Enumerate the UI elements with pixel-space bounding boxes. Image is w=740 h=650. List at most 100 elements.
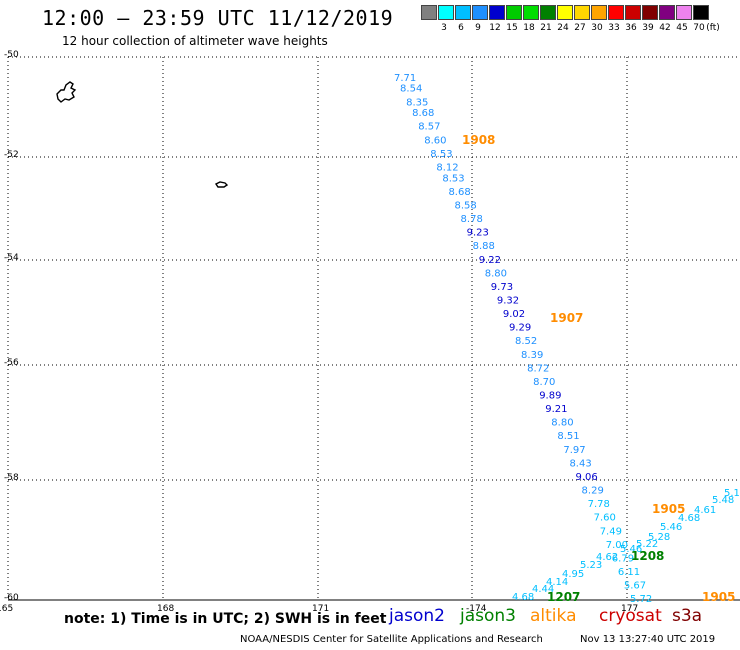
mission-jason2: jason2 — [389, 606, 445, 626]
wave-height-value: 8.80 — [551, 418, 573, 429]
scale-label: 70 — [693, 23, 705, 33]
longitude-tick-label: 177 — [621, 604, 638, 614]
wave-height-value: 5.46 — [660, 522, 682, 533]
scale-label: 42 — [659, 23, 671, 33]
scale-swatch — [642, 5, 658, 20]
footer-credit: NOAA/NESDIS Center for Satellite Applica… — [240, 634, 543, 645]
scale-swatch — [540, 5, 556, 20]
wave-height-value: 8.51 — [557, 431, 579, 442]
chart-subtitle: 12 hour collection of altimeter wave hei… — [62, 34, 328, 48]
scale-swatch — [574, 5, 590, 20]
wave-height-value: 9.06 — [576, 472, 598, 483]
wave-height-value: 7.00 — [606, 540, 628, 551]
wave-height-value: 9.22 — [479, 255, 501, 266]
longitude-tick-label: 171 — [312, 604, 329, 614]
longitude-tick-label: -174 — [466, 604, 487, 614]
wave-height-value: 4.62 — [596, 552, 618, 563]
scale-swatch — [591, 5, 607, 20]
wave-height-value: 7.78 — [588, 499, 610, 510]
scale-unit: (ft) — [706, 23, 720, 33]
wave-height-value: 4.14 — [546, 577, 568, 588]
track-time-label: 1905 — [652, 502, 685, 516]
scale-swatch — [472, 5, 488, 20]
wave-height-value: 4.68 — [512, 592, 534, 603]
footer-timestamp: Nov 13 13:27:40 UTC 2019 — [580, 634, 716, 645]
wave-height-value: 7.49 — [600, 526, 622, 537]
scale-swatch — [676, 5, 692, 20]
wave-height-value: 5.46 — [620, 544, 642, 555]
wave-height-value: 5.23 — [580, 560, 602, 571]
scale-swatch — [693, 5, 709, 20]
wave-height-value: 5.22 — [636, 539, 658, 550]
scale-label: 18 — [523, 23, 535, 33]
latitude-tick-label: -58 — [4, 473, 19, 483]
wave-height-value: 4.44 — [532, 584, 554, 595]
mission-altika: altika — [530, 606, 577, 626]
wave-height-value: 8.29 — [582, 486, 604, 497]
wave-height-value: 8.78 — [461, 214, 483, 225]
wave-height-value: 9.21 — [545, 404, 567, 415]
wave-height-value: 4.61 — [694, 505, 716, 516]
wave-height-value: 8.54 — [400, 84, 422, 95]
chart-title: 12:00 – 23:59 UTC 11/12/2019 — [42, 6, 394, 30]
track-time-label: 1207 — [547, 590, 580, 604]
wave-height-value: 8.58 — [455, 200, 477, 211]
units-note: note: 1) Time is in UTC; 2) SWH is in fe… — [64, 611, 387, 627]
wave-height-value: 8.52 — [515, 336, 537, 347]
scale-swatch — [659, 5, 675, 20]
scale-label: 45 — [676, 23, 688, 33]
scale-label: 21 — [540, 23, 552, 33]
wave-height-value: 8.35 — [406, 97, 428, 108]
track-time-label: 1905 — [702, 590, 735, 604]
scale-label: 36 — [625, 23, 637, 33]
wave-height-value: 7.97 — [563, 445, 585, 456]
wave-height-value: 9.89 — [539, 391, 561, 402]
scale-swatch — [421, 5, 437, 20]
wave-height-value: 9.32 — [497, 295, 519, 306]
latitude-tick-label: -60 — [4, 593, 19, 603]
wave-height-value: 8.80 — [485, 268, 507, 279]
wave-height-value: 8.60 — [424, 135, 446, 146]
mission-s3a: s3a — [672, 606, 703, 626]
scale-label: 15 — [506, 23, 518, 33]
scale-label: 9 — [475, 23, 481, 33]
wave-height-value: 8.57 — [418, 122, 440, 133]
wave-height-value: 9.29 — [509, 323, 531, 334]
scale-label: 39 — [642, 23, 654, 33]
wave-height-value: 9.23 — [467, 228, 489, 239]
scale-label: 27 — [574, 23, 586, 33]
wave-height-value: 8.43 — [569, 458, 591, 469]
wave-height-value: 5.72 — [630, 594, 652, 605]
wave-height-value: 8.68 — [448, 187, 470, 198]
wave-height-value: 5.48 — [712, 495, 734, 506]
wave-height-value: 6.11 — [618, 567, 640, 578]
scale-label: 3 — [441, 23, 447, 33]
track-time-label: 1908 — [462, 133, 495, 147]
wave-height-value: 8.39 — [521, 350, 543, 361]
wave-height-value: 7.60 — [594, 513, 616, 524]
scale-swatch — [506, 5, 522, 20]
mission-jason3: jason3 — [460, 606, 516, 626]
scale-swatch — [455, 5, 471, 20]
scale-swatch — [608, 5, 624, 20]
wave-height-value: 9.02 — [503, 309, 525, 320]
wave-height-value: 8.12 — [436, 162, 458, 173]
wave-height-value: 6.79 — [612, 553, 634, 564]
wave-height-value: 5.28 — [648, 532, 670, 543]
longitude-tick-label: 168 — [157, 604, 174, 614]
wave-height-value: 8.53 — [442, 173, 464, 184]
scale-label: 6 — [458, 23, 464, 33]
scale-swatch — [438, 5, 454, 20]
scale-swatch — [489, 5, 505, 20]
wave-height-value: 8.70 — [533, 377, 555, 388]
track-time-label: 1208 — [631, 549, 664, 563]
scale-swatch — [625, 5, 641, 20]
wave-height-value: 5.1 — [724, 488, 740, 499]
scale-label: 12 — [489, 23, 501, 33]
latitude-tick-label: -50 — [4, 50, 19, 60]
scale-label: 24 — [557, 23, 569, 33]
wave-height-value: 4.68 — [678, 513, 700, 524]
scale-label: 30 — [591, 23, 603, 33]
scale-swatch — [523, 5, 539, 20]
